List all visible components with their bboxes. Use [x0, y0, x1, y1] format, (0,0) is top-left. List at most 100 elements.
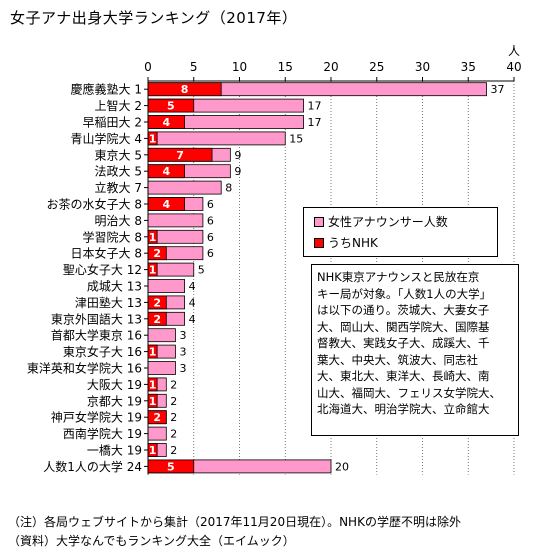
- data-label-total: 6: [207, 198, 214, 211]
- note-line: 督教大、実践女子大、成蹊大、千: [317, 336, 490, 350]
- note-line: は以下の通り。茨城大、大妻女子: [317, 303, 490, 317]
- data-label-total: 4: [189, 313, 196, 326]
- category-label: 日本女子大 8: [71, 246, 142, 261]
- x-tick-label: 20: [323, 60, 338, 74]
- data-label-total: 20: [335, 460, 349, 473]
- data-label-total: 2: [170, 411, 177, 424]
- category-label: 一橋大 19: [87, 444, 142, 458]
- data-label-total: 8: [225, 182, 232, 195]
- data-label-nhk: 4: [162, 116, 170, 129]
- x-unit-label: 人: [508, 44, 520, 58]
- category-label: 東京外国語大 13: [51, 311, 142, 326]
- data-label-nhk: 1: [149, 346, 157, 359]
- data-label-total: 3: [179, 362, 186, 375]
- note-line: 山大、福岡大、フェリス女学院大、: [317, 385, 501, 400]
- legend-swatch-nhk: [314, 238, 324, 248]
- data-label-total: 6: [207, 231, 214, 244]
- note-line: 北海道大、明治学院大、立命館大: [317, 402, 490, 416]
- data-label-total: 9: [234, 165, 241, 178]
- bar-total: [147, 426, 167, 441]
- data-label-total: 37: [491, 83, 505, 96]
- category-label: お茶の水女子大 8: [47, 197, 142, 212]
- data-label-nhk: 1: [149, 395, 157, 408]
- category-label: 立教大 7: [95, 180, 142, 195]
- data-label-total: 2: [170, 378, 177, 391]
- data-label-nhk: 4: [162, 165, 170, 178]
- bar-total: [147, 328, 176, 343]
- data-label-total: 2: [170, 428, 177, 441]
- data-label-total: 9: [234, 149, 241, 162]
- category-label: 成城大 13: [87, 280, 142, 294]
- category-label: 京都大 19: [87, 394, 142, 408]
- note-line: NHK東京アナウンスと民放在京: [317, 270, 480, 284]
- x-tick-label: 15: [278, 60, 293, 74]
- x-tick-label: 25: [369, 60, 384, 74]
- category-label: 東京大 5: [95, 148, 142, 162]
- data-label-nhk: 1: [149, 444, 157, 457]
- data-label-nhk: 1: [149, 132, 157, 145]
- note-line: 葉大、中央大、筑波大、同志社: [317, 352, 478, 367]
- data-label-total: 3: [179, 346, 186, 359]
- chart-title: 女子アナ出身大学ランキング（2017年）: [10, 9, 298, 27]
- category-label: 青山学院大 4: [71, 131, 142, 146]
- category-label: 人数1人の大学 24: [43, 459, 142, 474]
- data-label-nhk: 2: [153, 247, 161, 260]
- category-label: 明治大 8: [95, 214, 142, 228]
- bar-total: [147, 213, 204, 228]
- legend-label-nhk: うちNHK: [328, 236, 378, 250]
- category-label: 大阪大 19: [87, 378, 142, 392]
- data-label-total: 5: [198, 264, 205, 277]
- data-label-total: 17: [308, 116, 322, 129]
- data-label-nhk: 4: [162, 198, 170, 211]
- data-label-nhk: 5: [167, 460, 175, 473]
- data-label-total: 3: [179, 329, 186, 342]
- note-line: 大、東北大、東洋大、長崎大、南: [317, 369, 490, 383]
- data-label-nhk: 1: [149, 378, 157, 391]
- category-label: 慶應義塾大 1: [71, 82, 142, 97]
- category-label: 早稲田大 2: [83, 116, 142, 130]
- note-box: NHK東京アナウンスと民放在京 キー局が対象。「人数1人の大学」 は以下の通り。…: [311, 264, 519, 436]
- data-label-total: 15: [289, 132, 303, 145]
- bar-total: [147, 180, 222, 195]
- category-label: 法政大 5: [95, 165, 142, 179]
- data-label-nhk: 2: [153, 296, 161, 309]
- bar-total: [147, 131, 286, 146]
- legend-label-total: 女性アナウンサー人数: [328, 215, 448, 229]
- data-label-nhk: 1: [149, 264, 157, 277]
- data-label-nhk: 2: [153, 411, 161, 424]
- x-tick-label: 35: [461, 60, 476, 74]
- data-label-total: 6: [207, 247, 214, 260]
- data-label-total: 4: [189, 296, 196, 309]
- category-label: 上智大 2: [95, 98, 142, 113]
- footnote-note: （注）各局ウェブサイトから集計（2017年11月20日現在）。NHKの学歴不明は…: [8, 515, 461, 529]
- bar-total: [147, 361, 176, 375]
- data-label-total: 2: [170, 444, 177, 457]
- category-label: 津田塾大 13: [75, 295, 142, 310]
- x-tick-label: 30: [415, 60, 430, 74]
- data-label-nhk: 7: [176, 149, 184, 162]
- category-label: 東洋英和女学院大 16: [27, 361, 142, 376]
- x-tick-label: 5: [190, 60, 198, 74]
- data-label-nhk: 8: [181, 83, 189, 96]
- bar-total: [147, 279, 185, 293]
- note-line: キー局が対象。「人数1人の大学」: [317, 286, 492, 301]
- x-tick-label: 40: [506, 60, 521, 74]
- category-label: 聖心女子大 12: [63, 262, 142, 277]
- data-label-nhk: 2: [153, 313, 161, 326]
- category-label: 首都大学東京 16: [51, 328, 142, 343]
- legend-item-nhk: うちNHK: [314, 235, 378, 251]
- data-label-total: 17: [308, 100, 322, 113]
- legend-item-total: 女性アナウンサー人数: [314, 214, 448, 230]
- category-label: 学習院大 8: [83, 229, 142, 244]
- x-tick-label: 10: [232, 60, 247, 74]
- note-line: 大、岡山大、関西学院大、国際基: [317, 319, 490, 334]
- data-label-nhk: 5: [167, 100, 175, 113]
- chart-legend: 女性アナウンサー人数 うちNHK: [303, 207, 498, 257]
- data-label-nhk: 1: [149, 231, 157, 244]
- data-label-total: 6: [207, 214, 214, 227]
- category-label: 東京女子大 16: [63, 344, 142, 359]
- legend-swatch-total: [314, 217, 324, 227]
- category-label: 西南学院大 19: [63, 426, 142, 441]
- data-label-total: 2: [170, 395, 177, 408]
